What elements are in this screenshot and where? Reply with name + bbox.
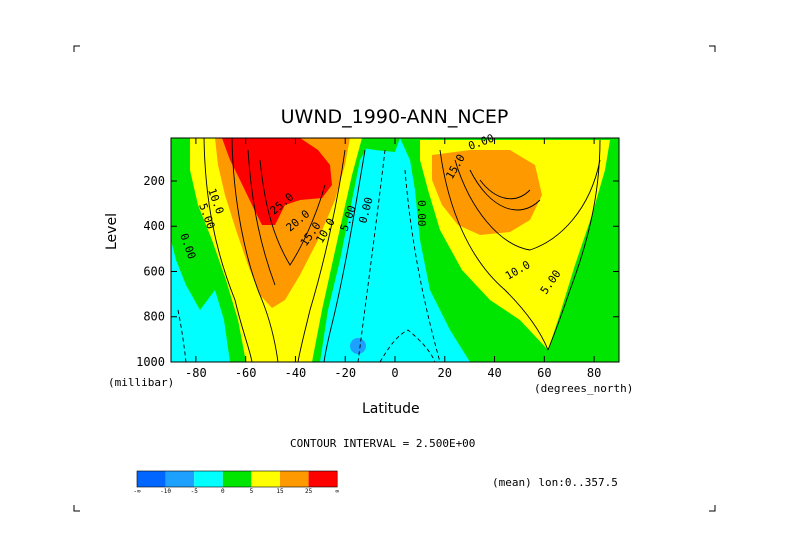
x-tick-label: -40 <box>285 366 307 380</box>
red-core-south <box>222 138 332 225</box>
colorbar-frame <box>136 470 338 488</box>
colorbar: -∞ -10 -5 0 5 15 25 ∞ <box>133 470 339 495</box>
mean-text: (mean) lon:0..357.5 <box>492 476 618 489</box>
colorbar-tick-label: 25 <box>305 488 313 495</box>
dashed-contours <box>177 149 441 362</box>
colorbar-swatch <box>194 471 223 487</box>
colorbar-swatch <box>165 471 195 487</box>
contour-fill-layer <box>171 138 619 362</box>
x-tick-label: 20 <box>438 366 452 380</box>
colorbar-swatch <box>137 471 166 487</box>
y-tick-label: 800 <box>143 310 165 324</box>
y-unit-label: (millibar) <box>108 376 175 389</box>
x-tick-label: 60 <box>537 366 551 380</box>
x-tick-label: -20 <box>334 366 356 380</box>
x-tick-label: 80 <box>587 366 601 380</box>
x-tick-label: 40 <box>487 366 501 380</box>
y-tick-label: 1000 <box>136 355 165 369</box>
x-axis-ticks: -80 -60 -40 -20 0 20 40 60 80 <box>185 138 601 380</box>
x-unit-label: (degrees_north) <box>534 382 634 395</box>
y-tick-label: 600 <box>143 264 165 278</box>
y-tick-label: 200 <box>143 174 165 188</box>
colorbar-tick-label: -5 <box>191 488 199 495</box>
colorbar-swatch <box>308 471 338 487</box>
orange-band-north <box>432 150 542 235</box>
colorbar-tick-label: -∞ <box>133 488 141 495</box>
contour-lines <box>203 138 601 362</box>
contour-label: 0.00 <box>415 200 428 227</box>
chart-title: UWND_1990-ANN_NCEP <box>280 106 509 128</box>
crop-marks <box>73 45 716 512</box>
y-axis-label: Level <box>104 213 120 250</box>
colorbar-tick-label: 0 <box>221 488 225 495</box>
x-tick-label: -80 <box>185 366 207 380</box>
contour-interval-text: CONTOUR INTERVAL = 2.500E+00 <box>290 437 476 450</box>
x-axis-label: Latitude <box>362 401 420 417</box>
colorbar-tick-label: 5 <box>250 488 254 495</box>
colorbar-swatch <box>280 471 309 487</box>
colorbar-tick-label: -10 <box>160 488 171 495</box>
negative-cell <box>350 338 366 354</box>
colorbar-tick-label: ∞ <box>335 488 339 495</box>
y-axis-ticks: 200 400 600 800 1000 <box>136 174 619 369</box>
y-tick-label: 400 <box>143 219 165 233</box>
colorbar-swatch <box>251 471 280 487</box>
x-tick-label: 0 <box>391 366 398 380</box>
colorbar-tick-label: 15 <box>276 488 284 495</box>
colorbar-swatch <box>222 471 252 487</box>
x-tick-label: -60 <box>235 366 257 380</box>
